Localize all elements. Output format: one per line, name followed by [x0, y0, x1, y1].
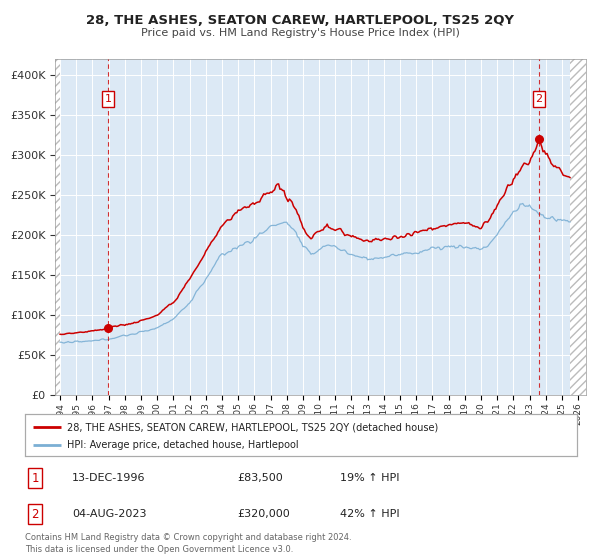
Text: 2: 2	[535, 94, 542, 104]
Text: 42% ↑ HPI: 42% ↑ HPI	[340, 509, 400, 519]
Text: £83,500: £83,500	[238, 473, 283, 483]
Text: £320,000: £320,000	[238, 509, 290, 519]
Text: 28, THE ASHES, SEATON CAREW, HARTLEPOOL, TS25 2QY: 28, THE ASHES, SEATON CAREW, HARTLEPOOL,…	[86, 14, 514, 27]
Text: HPI: Average price, detached house, Hartlepool: HPI: Average price, detached house, Hart…	[67, 440, 298, 450]
Text: Price paid vs. HM Land Registry's House Price Index (HPI): Price paid vs. HM Land Registry's House …	[140, 28, 460, 38]
Text: 04-AUG-2023: 04-AUG-2023	[72, 509, 146, 519]
Text: 1: 1	[104, 94, 112, 104]
Text: 28, THE ASHES, SEATON CAREW, HARTLEPOOL, TS25 2QY (detached house): 28, THE ASHES, SEATON CAREW, HARTLEPOOL,…	[67, 422, 438, 432]
Text: 13-DEC-1996: 13-DEC-1996	[72, 473, 146, 483]
Text: 19% ↑ HPI: 19% ↑ HPI	[340, 473, 400, 483]
Text: Contains HM Land Registry data © Crown copyright and database right 2024.
This d: Contains HM Land Registry data © Crown c…	[25, 533, 352, 554]
Bar	[55, 59, 60, 395]
Bar	[570, 59, 586, 395]
Text: 1: 1	[31, 472, 39, 485]
Text: 2: 2	[31, 507, 39, 521]
